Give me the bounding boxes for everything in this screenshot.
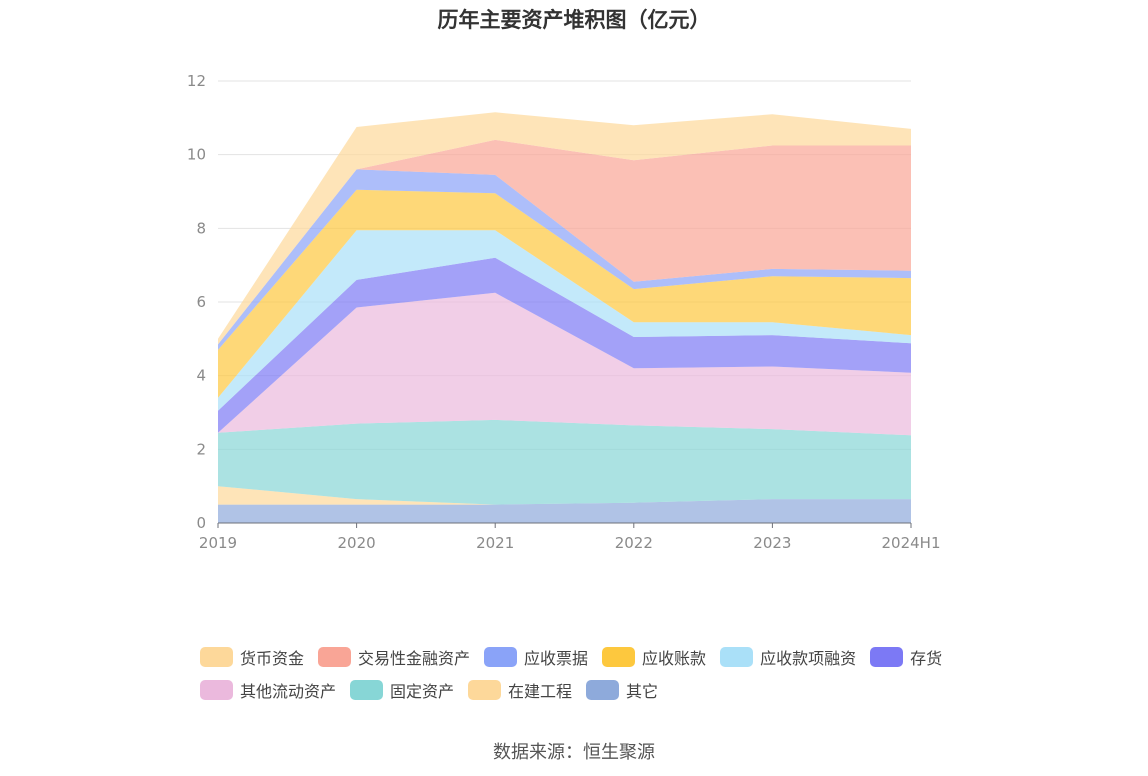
y-tick-label: 2 <box>196 440 206 458</box>
chart-title: 历年主要资产堆积图（亿元） <box>437 8 711 32</box>
x-tick-label: 2022 <box>615 534 653 552</box>
y-tick-label: 4 <box>196 367 206 385</box>
area-series <box>218 257 911 433</box>
x-tick-label: 2024H1 <box>882 534 941 552</box>
legend-item[interactable]: 其他流动资产 <box>200 678 336 702</box>
legend-label: 存货 <box>910 648 943 668</box>
legend-item[interactable]: 货币资金 <box>200 645 304 669</box>
source-note: 数据来源：恒生聚源 <box>493 742 655 763</box>
legend-item[interactable]: 应收账款 <box>602 645 706 669</box>
y-tick-label: 6 <box>196 293 206 311</box>
x-tick-label: 2021 <box>476 534 514 552</box>
area-series <box>218 139 911 345</box>
chart-plot: 0 2 4 6 8 10 12 2019 2020 2021 2022 2023 2024H1 <box>187 72 941 552</box>
legend-swatch <box>586 679 620 700</box>
y-tick-label: 0 <box>196 514 206 532</box>
legend-label: 固定资产 <box>390 681 455 701</box>
legend-item[interactable]: 存货 <box>870 645 942 669</box>
legend-label: 其他流动资产 <box>240 681 337 701</box>
area-series <box>218 189 911 398</box>
y-tick-label: 8 <box>196 219 206 237</box>
legend-swatch <box>350 679 384 700</box>
area-series <box>218 112 911 345</box>
legend-item[interactable]: 应收票据 <box>484 645 588 669</box>
legend-item[interactable]: 在建工程 <box>468 678 572 702</box>
x-tick-label: 2020 <box>338 534 376 552</box>
legend-swatch <box>602 646 636 667</box>
x-tick-label: 2019 <box>199 534 237 552</box>
legend-label: 在建工程 <box>508 681 573 701</box>
legend-swatch <box>484 646 518 667</box>
legend-label: 其它 <box>626 681 659 701</box>
legend-swatch <box>200 646 233 667</box>
legend-row: 其他流动资产 固定资产 在建工程 其它 <box>200 673 960 706</box>
legend-item[interactable]: 应收款项融资 <box>720 645 856 669</box>
legend-row: 货币资金 交易性金融资产 应收票据 应收账款 应收款项融资 存货 <box>200 640 960 673</box>
legend-item[interactable]: 固定资产 <box>350 678 454 702</box>
legend-swatch <box>720 646 754 667</box>
area-series <box>218 486 911 505</box>
legend-swatch <box>468 679 502 700</box>
legend-swatch <box>200 679 233 700</box>
legend-label: 应收账款 <box>642 648 707 668</box>
legend-item[interactable]: 其它 <box>586 678 658 702</box>
area-series <box>218 419 911 505</box>
legend-label: 货币资金 <box>240 648 305 668</box>
legend-item[interactable]: 交易性金融资产 <box>318 645 470 669</box>
legend-label: 应收票据 <box>524 648 589 668</box>
legend-label: 交易性金融资产 <box>358 648 471 668</box>
legend: 货币资金 交易性金融资产 应收票据 应收账款 应收款项融资 存货 其他流动资产 固定资产 在建… <box>200 640 960 706</box>
y-tick-label: 12 <box>187 72 206 90</box>
x-tick-label: 2023 <box>753 534 791 552</box>
legend-swatch <box>870 646 904 667</box>
legend-label: 应收款项融资 <box>760 648 857 668</box>
legend-swatch <box>318 646 352 667</box>
area-series <box>218 499 911 523</box>
area-series <box>218 292 911 436</box>
y-tick-label: 10 <box>187 146 206 164</box>
